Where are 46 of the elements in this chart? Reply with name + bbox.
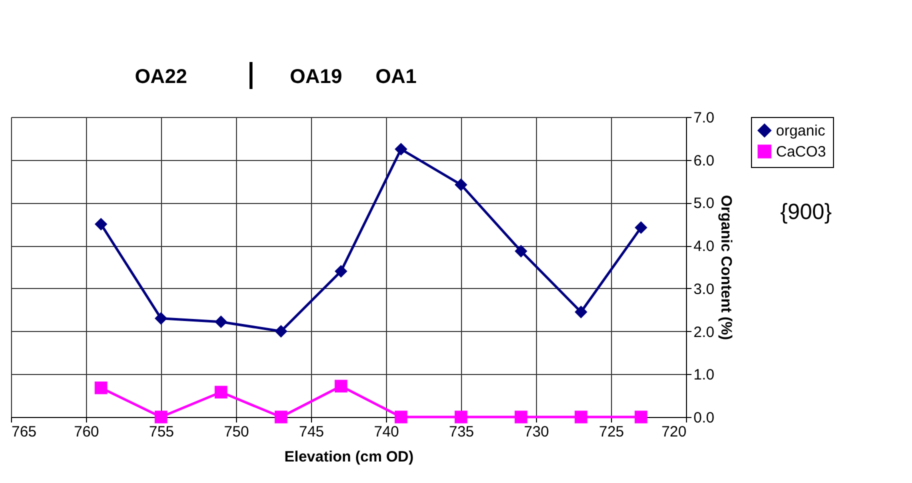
x-axis-title: Elevation (cm OD) [284,448,414,466]
x-tick-label: 760 [74,424,100,440]
y-tick-label: 5.0 [694,195,714,212]
x-tick-label: 740 [374,424,400,440]
y-tick-label: 2.0 [694,324,714,341]
y-tick-label: 7.0 [694,110,714,126]
point [514,244,528,258]
x-tick-label: 730 [524,424,550,440]
point [214,386,228,398]
text: OA22 [134,66,188,88]
point [454,178,468,192]
text: {900} [780,199,832,224]
x-tick-label: 720 [661,424,686,440]
point [334,264,348,278]
point [154,410,168,424]
y-tick-label: 1.0 [694,366,714,384]
legend-label: organic [776,122,826,140]
point [634,410,648,424]
y-tick-label: 0.0 [694,410,714,426]
point [574,410,588,424]
point [214,316,228,328]
text: OA1 [375,66,417,88]
point [274,324,288,338]
point [154,312,168,325]
legend-label: CaCO3 [776,144,826,160]
text: OA19 [290,66,342,88]
y-tick-label: 3.0 [694,280,714,298]
point [454,410,468,424]
y-tick-label: 4.0 [694,238,714,256]
x-tick-label: 745 [298,424,324,440]
point [574,306,588,318]
y-axis-title: Organic Content (%) [717,195,734,340]
x-tick-label: 755 [148,424,174,440]
x-tick-label: 725 [598,424,624,440]
y-tick-label: 6.0 [694,152,714,170]
x-tick-label: 735 [448,424,474,440]
point [334,380,348,392]
point [394,410,408,424]
point [394,142,408,156]
point [514,410,528,424]
point [274,410,288,424]
point [94,382,108,394]
x-tick-label: 750 [224,424,250,440]
x-tick-label: 765 [12,424,37,440]
point [634,221,648,234]
point [94,218,108,230]
